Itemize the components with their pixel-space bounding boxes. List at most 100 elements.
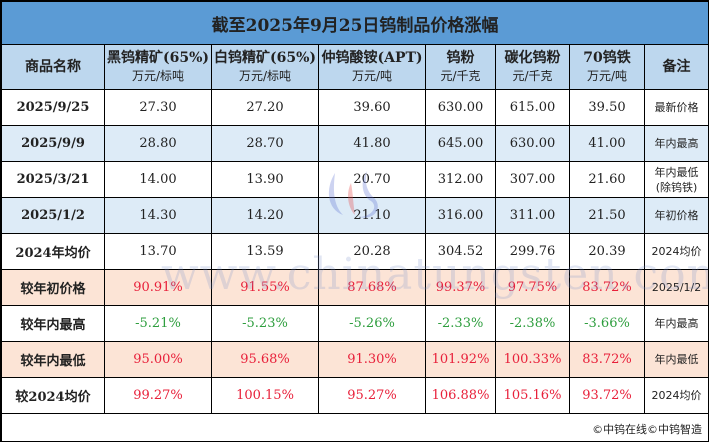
table-row: 2024年均价 13.70 13.59 20.28 304.52 299.76 20.39 2…	[1, 233, 708, 270]
table-row: 2025/9/25 27.30 27.20 39.60 630.00 615.00 39.5…	[1, 89, 708, 126]
note-text: 2024均价	[651, 389, 702, 402]
price-cell: 13.59	[211, 233, 319, 270]
price-cell: 307.00	[495, 161, 570, 198]
price-cell: -5.21%	[104, 305, 212, 342]
price-cell: 21.50	[569, 197, 645, 234]
price-cell: 645.00	[425, 125, 496, 162]
note-cell: 年内最低	[643, 341, 708, 378]
price-cell: 299.76	[495, 233, 570, 270]
price-cell: 99.27%	[104, 377, 212, 414]
price-cell: 41.80	[318, 125, 426, 162]
table-row: 较2024均价 99.27% 100.15% 95.27% 106.88% 105.16%…	[1, 377, 708, 414]
price-cell: -5.26%	[318, 305, 426, 342]
note-text: 年初价格	[654, 209, 699, 222]
note-cell: 2025/1/2	[643, 269, 708, 306]
row-label: 2025/9/25	[1, 89, 105, 126]
row-label: 2024年均价	[1, 233, 105, 270]
price-cell: 90.91%	[104, 269, 212, 306]
note-text: 年内最低	[654, 353, 699, 366]
price-cell: 316.00	[425, 197, 496, 234]
price-cell: 20.39	[569, 233, 645, 270]
price-cell: 20.70	[318, 161, 426, 198]
price-cell: 95.00%	[104, 341, 212, 378]
footer-row: ©中钨在线©中钨智造	[1, 413, 708, 441]
price-cell: 304.52	[425, 233, 496, 270]
column-name: 商品名称	[25, 59, 81, 75]
table-row: 2025/9/9 28.80 28.70 41.80 645.00 630.00 41.00…	[1, 125, 708, 162]
price-cell: 106.88%	[425, 377, 496, 414]
column-header: 碳化钨粉元/千克	[495, 44, 570, 90]
column-unit: 万元/吨	[351, 69, 393, 83]
column-header: 仲钨酸铵(APT) 万元/吨	[318, 44, 426, 90]
price-cell: 13.70	[104, 233, 212, 270]
row-label: 较年初价格	[1, 269, 105, 306]
column-header: 70钨铁万元/吨	[569, 44, 645, 90]
price-cell: 87.68%	[318, 269, 426, 306]
column-name: 备注	[662, 59, 691, 75]
price-cell: 91.55%	[211, 269, 319, 306]
price-cell: 27.20	[211, 89, 319, 126]
column-header: 商品名称	[1, 44, 105, 90]
column-name: 白钨精矿(65%)	[213, 50, 317, 66]
column-name: 仲钨酸铵(APT)	[321, 50, 423, 66]
price-cell: 630.00	[495, 125, 570, 162]
price-cell: 28.70	[211, 125, 319, 162]
note-text: 2025/1/2	[651, 281, 702, 294]
price-cell: 39.60	[318, 89, 426, 126]
row-label: 2025/1/2	[1, 197, 105, 234]
note-subtext: (除钨铁)	[655, 180, 698, 194]
note-text: 2024均价	[651, 245, 702, 258]
note-text: 年内最高	[654, 137, 699, 150]
note-cell: 2024均价	[643, 377, 708, 414]
price-cell: 312.00	[425, 161, 496, 198]
column-unit: 元/千克	[512, 69, 553, 83]
price-cell: 14.20	[211, 197, 319, 234]
column-header: 黑钨精矿(65%) 万元/标吨	[104, 44, 212, 90]
price-cell: 41.00	[569, 125, 645, 162]
column-name: 黑钨精矿(65%)	[106, 50, 210, 66]
header-row: 商品名称 黑钨精矿(65%) 万元/标吨 白钨精矿(65%) 万元/标吨 仲钨酸铵(APT…	[1, 44, 708, 90]
row-label: 较年内最高	[1, 305, 105, 342]
price-cell: 20.28	[318, 233, 426, 270]
column-header: 备注	[643, 44, 708, 90]
price-cell: 95.68%	[211, 341, 319, 378]
table-row: 较年内最高 -5.21% -5.23% -5.26% -2.33% -2.38% -3.66…	[1, 305, 708, 342]
price-cell: 105.16%	[495, 377, 570, 414]
note-cell: 年内最高	[643, 125, 708, 162]
price-cell: 630.00	[425, 89, 496, 126]
column-header: 白钨精矿(65%) 万元/标吨	[211, 44, 319, 90]
price-cell: 311.00	[495, 197, 570, 234]
price-cell: 14.00	[104, 161, 212, 198]
price-cell: 99.37%	[425, 269, 496, 306]
price-cell: 101.92%	[425, 341, 496, 378]
price-cell: 83.72%	[569, 341, 645, 378]
column-unit: 万元/标吨	[238, 69, 292, 83]
note-cell: 2024均价	[643, 233, 708, 270]
row-label: 较2024均价	[1, 377, 105, 414]
column-name: 70钨铁	[583, 50, 631, 66]
column-name: 碳化钨粉	[504, 50, 561, 66]
table-row: 2025/3/21 14.00 13.90 20.70 312.00 307.00 21.6…	[1, 161, 708, 198]
price-cell: 615.00	[495, 89, 570, 126]
column-unit: 万元/吨	[586, 69, 628, 83]
price-cell: 91.30%	[318, 341, 426, 378]
price-cell: 93.72%	[569, 377, 645, 414]
row-label: 2025/9/9	[1, 125, 105, 162]
column-name: 钨粉	[446, 50, 475, 66]
table-title: 截至2025年9月25日钨制品价格涨幅	[1, 1, 708, 45]
row-label: 较年内最低	[1, 341, 105, 378]
column-unit: 元/千克	[440, 69, 481, 83]
price-cell: 21.10	[318, 197, 426, 234]
price-cell: 83.72%	[569, 269, 645, 306]
column-unit: 万元/标吨	[131, 69, 185, 83]
table-row: 2025/1/2 14.30 14.20 21.10 316.00 311.00 21.50…	[1, 197, 708, 234]
note-cell: 年初价格	[643, 197, 708, 234]
price-cell: -2.33%	[425, 305, 496, 342]
row-label: 2025/3/21	[1, 161, 105, 198]
price-cell: 97.75%	[495, 269, 570, 306]
copyright-footer: ©中钨在线©中钨智造	[1, 413, 708, 441]
price-cell: 21.60	[569, 161, 645, 198]
price-cell: 100.33%	[495, 341, 570, 378]
